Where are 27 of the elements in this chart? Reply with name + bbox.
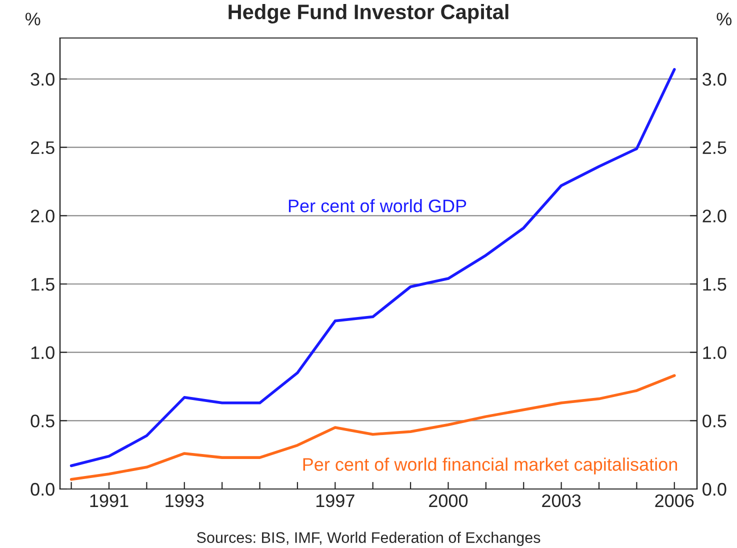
y-tick-label: 2.5: [30, 141, 54, 154]
x-tick-label: 1993: [166, 494, 204, 508]
x-tick-label: 2006: [655, 494, 694, 508]
y-tick-label: 3.0: [30, 72, 54, 86]
x-tick-label: 1997: [316, 494, 354, 508]
y-tick-label: 0.5: [30, 414, 54, 428]
y2-tick-label: 2.0: [702, 210, 726, 222]
y-tick-label: 1.5: [31, 278, 54, 291]
x-tick-label: 2003: [542, 494, 581, 508]
text: Per cent of world GDP: [288, 199, 466, 212]
y-tick-label: 2.0: [30, 210, 54, 222]
y2-axis-title: %: [716, 12, 732, 26]
y2-tick-label: 3.0: [702, 72, 726, 86]
y-axis-title: %: [25, 12, 40, 26]
y2-tick-label: 2.5: [702, 141, 726, 154]
x-tick-label: 2000: [429, 494, 468, 508]
x-tick-label: 1991: [90, 494, 128, 508]
series-label: Per cent of world financial market capitalisation: [303, 458, 678, 474]
y-tick-label: 0.0: [30, 482, 54, 496]
y-tick-label: 1.0: [31, 346, 54, 360]
y2-tick-label: 0.5: [702, 414, 726, 428]
chart-title: Hedge Fund Investor Capital: [228, 4, 508, 24]
y2-tick-label: 1.5: [703, 278, 726, 291]
source-note: Sources: BIS, IMF, World Federation of Exchanges: [196, 532, 540, 546]
y2-tick-label: 0.0: [702, 482, 726, 496]
y2-tick-label: 1.0: [703, 346, 726, 360]
line-series: [70, 374, 676, 481]
